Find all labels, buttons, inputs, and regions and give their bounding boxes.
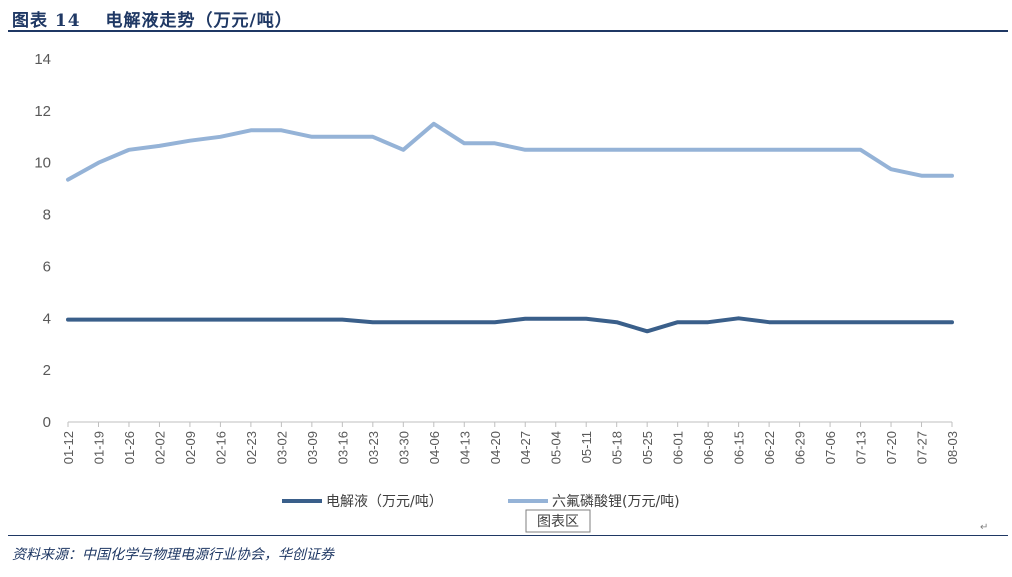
y-axis: 0 2 4 6 8 10 12 14 (34, 51, 51, 431)
y-tick-label: 4 (43, 310, 51, 327)
series-line-1[interactable] (66, 121, 954, 182)
figure-header: 图表 14 电解液走势（万元/吨） (8, 2, 1008, 32)
x-tick-label: 03-16 (335, 431, 350, 464)
x-tick-label: 02-02 (152, 431, 167, 464)
x-tick-label: 07-20 (884, 431, 899, 464)
x-tick-label: 07-13 (854, 431, 869, 464)
y-tick-label: 12 (34, 103, 51, 120)
series-line-0[interactable] (66, 316, 954, 334)
legend-label-0: 电解液（万元/吨） (326, 494, 443, 510)
x-tick-label: 01-12 (61, 431, 76, 464)
x-tick-label: 03-23 (366, 431, 381, 464)
x-tick-label: 06-01 (671, 431, 686, 464)
legend[interactable]: 电解液（万元/吨） 六氟磷酸锂(万元/吨) (282, 494, 680, 510)
x-axis: 01-12 01-19 01-26 02-02 02-09 02-16 02-23 03-02… (61, 421, 960, 464)
x-tick-label: 06-22 (762, 431, 777, 464)
x-tick-label: 05-25 (640, 431, 655, 464)
tooltip-box (525, 509, 591, 533)
source-note: 资料来源：中国化学与物理电源行业协会，华创证券 (12, 547, 334, 563)
tooltip-text: 图表区 (537, 514, 579, 530)
x-tick-label: 06-08 (701, 431, 716, 464)
figure-footer: 资料来源：中国化学与物理电源行业协会，华创证券 (8, 535, 1008, 576)
legend-label-1: 六氟磷酸锂(万元/吨) (552, 494, 680, 510)
x-tick-label: 02-09 (183, 431, 198, 464)
series-layer (66, 121, 954, 334)
x-tick-label: 05-18 (610, 431, 625, 464)
y-tick-label: 8 (43, 207, 51, 224)
x-tick-label: 04-20 (488, 431, 503, 464)
x-tick-label: 04-13 (457, 431, 472, 464)
y-tick-label: 14 (34, 51, 51, 68)
return-mark: ↵ (980, 522, 988, 533)
x-tick-label: 07-06 (823, 431, 838, 464)
x-tick-label: 03-02 (274, 431, 289, 464)
x-tick-label: 07-27 (915, 431, 930, 464)
x-tick-label: 04-06 (427, 431, 442, 464)
x-tick-label: 06-15 (732, 431, 747, 464)
x-tick-label: 03-30 (396, 431, 411, 464)
x-tick-label: 08-03 (945, 431, 960, 464)
x-tick-label: 01-19 (91, 431, 106, 464)
x-tick-label: 05-04 (549, 431, 564, 464)
x-tick-label: 05-11 (579, 431, 594, 463)
chart-area[interactable]: 0 2 4 6 8 10 12 14 01-12 01-19 01-26 02-02 02-09 02-… (0, 34, 1012, 534)
figure-title: 图表 14 电解液走势（万元/吨） (12, 11, 293, 31)
x-tick-label: 04-27 (518, 431, 533, 464)
x-tick-label: 02-23 (244, 431, 259, 464)
y-tick-label: 0 (43, 414, 51, 431)
x-tick-label: 01-26 (122, 431, 137, 464)
y-tick-label: 6 (43, 258, 51, 275)
chart-area-tooltip: 图表区 (525, 509, 591, 533)
y-tick-label: 2 (43, 362, 51, 379)
x-tick-label: 03-09 (305, 431, 320, 464)
x-tick-label: 06-29 (793, 431, 808, 464)
x-tick-label: 02-16 (213, 431, 228, 464)
y-tick-label: 10 (34, 155, 51, 172)
